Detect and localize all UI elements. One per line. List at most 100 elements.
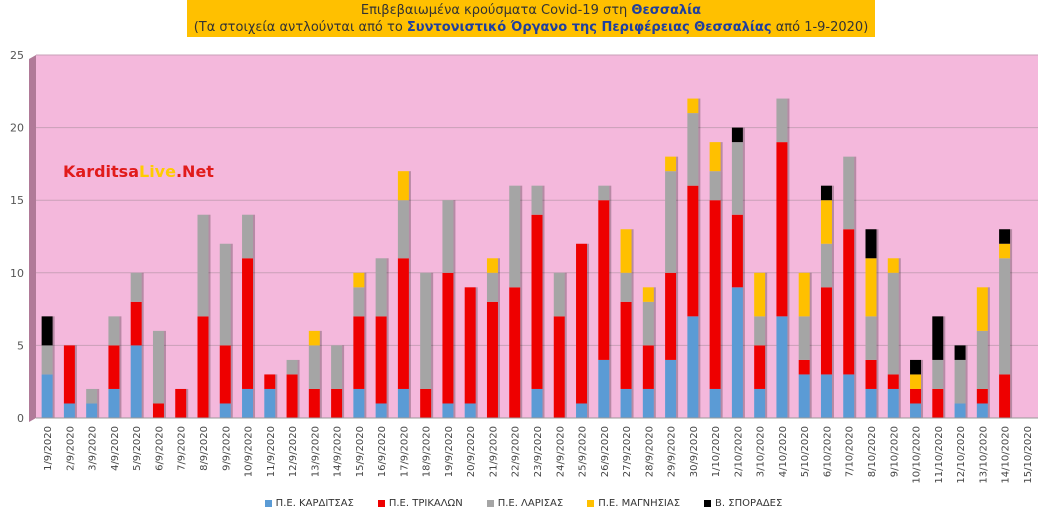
legend-item: Π.Ε. ΛΑΡΙΣΑΣ <box>486 498 563 509</box>
bar-segment <box>954 345 966 360</box>
bar-segment <box>308 345 320 389</box>
bar-segment <box>308 388 320 418</box>
bar-segment-side <box>676 171 679 273</box>
bar-segment-side <box>431 388 434 418</box>
x-tick-label: 4/9/2020 <box>110 426 121 471</box>
bar-segment-side <box>141 301 144 346</box>
bar-segment-side <box>497 272 500 302</box>
x-tick-label: 14/9/2020 <box>333 426 344 477</box>
title-line2-bold: Συντονιστικό Όργανο της Περιφέρειας Θεσσ… <box>406 20 772 35</box>
bar-segment <box>910 388 922 404</box>
bar-segment <box>932 388 944 418</box>
bar-segment-side <box>230 403 233 418</box>
bar-segment-side <box>119 388 122 418</box>
bar-segment <box>887 272 899 375</box>
legend-swatch <box>377 499 385 507</box>
bar-segment-side <box>253 388 256 418</box>
bar-segment-side <box>653 301 656 346</box>
bar-segment <box>86 403 98 418</box>
title-line1-bold: Θεσσαλία <box>631 3 702 18</box>
bar-segment-side <box>831 243 834 288</box>
bar-segment <box>932 316 944 360</box>
bar-segment-side <box>453 403 456 418</box>
legend-item: Π.Ε. ΜΑΓΝΗΣΙΑΣ <box>587 498 680 509</box>
bar-segment <box>598 185 610 201</box>
bar-segment-side <box>809 316 812 360</box>
bar-segment-side <box>1010 243 1013 259</box>
bar-segment-side <box>987 287 990 331</box>
y-tick-label: 15 <box>10 194 24 207</box>
bar-segment <box>63 345 75 404</box>
bar-segment <box>910 374 922 389</box>
bar-segment-side <box>898 272 901 375</box>
bar-segment-side <box>787 142 790 317</box>
bar-segment-side <box>497 301 500 418</box>
bar-segment-side <box>97 403 100 418</box>
bar-segment-side <box>765 316 768 346</box>
bar-segment-side <box>742 127 745 143</box>
bar-segment-side <box>319 345 322 389</box>
bar-segment-side <box>631 272 634 302</box>
bar-segment-side <box>1010 258 1013 375</box>
bar-segment <box>731 142 743 215</box>
bar-segment <box>776 142 788 317</box>
x-tick-label: 28/9/2020 <box>644 426 655 477</box>
bar-segment-side <box>831 200 834 244</box>
bar-segment-side <box>564 272 567 317</box>
bar-segment-side <box>342 388 345 418</box>
bar-segment <box>709 200 721 389</box>
bar-segment-side <box>542 214 545 389</box>
bar-segment-side <box>876 359 879 389</box>
bar-segment-side <box>921 403 924 418</box>
bar-segment <box>397 388 409 418</box>
bar-segment-side <box>809 359 812 375</box>
bar-segment <box>798 359 810 375</box>
x-tick-label: 8/10/2020 <box>867 426 878 477</box>
bar-segment-side <box>52 316 55 346</box>
bar-segment <box>754 316 766 346</box>
bar-segment-side <box>720 142 723 172</box>
bar-segment <box>486 272 498 302</box>
bar-segment-side <box>631 301 634 389</box>
bar-segment <box>776 316 788 418</box>
x-tick-label: 7/9/2020 <box>177 426 188 471</box>
bar-segment <box>420 388 432 418</box>
bar-segment-side <box>609 185 612 201</box>
bar-segment-side <box>587 243 590 404</box>
bar-segment-side <box>943 388 946 418</box>
y-tick-label: 25 <box>10 49 24 62</box>
bar-segment <box>41 345 53 375</box>
bar-segment-side <box>943 359 946 389</box>
bar-segment-side <box>698 185 701 317</box>
bar-segment <box>754 388 766 418</box>
x-tick-label: 1/9/2020 <box>43 426 54 471</box>
bar-segment <box>576 403 588 418</box>
bar-segment-side <box>364 388 367 418</box>
bar-segment <box>642 301 654 346</box>
bar-segment-side <box>765 388 768 418</box>
x-tick-label: 22/9/2020 <box>511 426 522 477</box>
bar-segment <box>442 200 454 273</box>
bar-segment <box>242 258 254 389</box>
bar-segment-side <box>987 388 990 404</box>
bar-segment <box>665 156 677 172</box>
bar-segment <box>865 258 877 317</box>
bar-segment-side <box>653 287 656 302</box>
x-tick-label: 23/9/2020 <box>533 426 544 477</box>
x-tick-label: 29/9/2020 <box>667 426 678 477</box>
bar-segment-side <box>453 272 456 404</box>
legend-swatch <box>704 499 712 507</box>
bar-segment <box>687 185 699 317</box>
bar-segment <box>420 272 432 389</box>
chart-legend: Π.Ε. ΚΑΡΔΙΤΣΑΣ Π.Ε. ΤΡΙΚΑΛΩΝ Π.Ε. ΛΑΡΙΣΑΣ Π… <box>0 498 1047 509</box>
bar-segment <box>887 374 899 389</box>
bar-segment <box>197 214 209 317</box>
bar-segment-side <box>1010 229 1013 244</box>
bar-segment <box>843 229 855 375</box>
x-tick-label: 9/10/2020 <box>889 426 900 477</box>
bar-segment <box>219 403 231 418</box>
x-tick-label: 2/9/2020 <box>65 426 76 471</box>
bar-segment <box>130 301 142 346</box>
bar-segment-side <box>698 316 701 418</box>
y-tick-label: 10 <box>10 267 24 280</box>
